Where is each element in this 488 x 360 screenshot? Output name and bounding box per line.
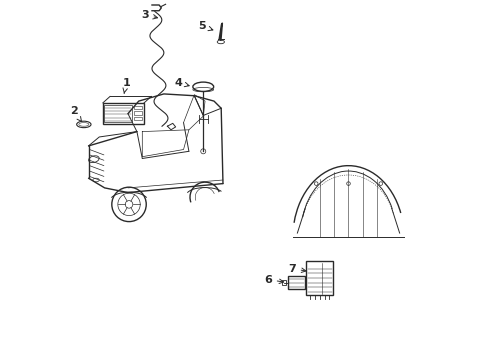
Text: 2: 2	[70, 106, 81, 122]
Text: 4: 4	[174, 78, 189, 88]
Bar	[104, 105, 132, 122]
Text: 3: 3	[141, 10, 157, 20]
Bar	[134, 117, 142, 120]
Bar	[134, 111, 142, 115]
Text: 1: 1	[122, 78, 130, 93]
Text: 6: 6	[264, 275, 283, 284]
Text: 7: 7	[287, 264, 305, 274]
Bar	[282, 280, 285, 285]
Text: 5: 5	[198, 21, 212, 31]
Bar	[134, 106, 142, 109]
Bar	[305, 261, 332, 296]
Bar	[287, 276, 304, 289]
